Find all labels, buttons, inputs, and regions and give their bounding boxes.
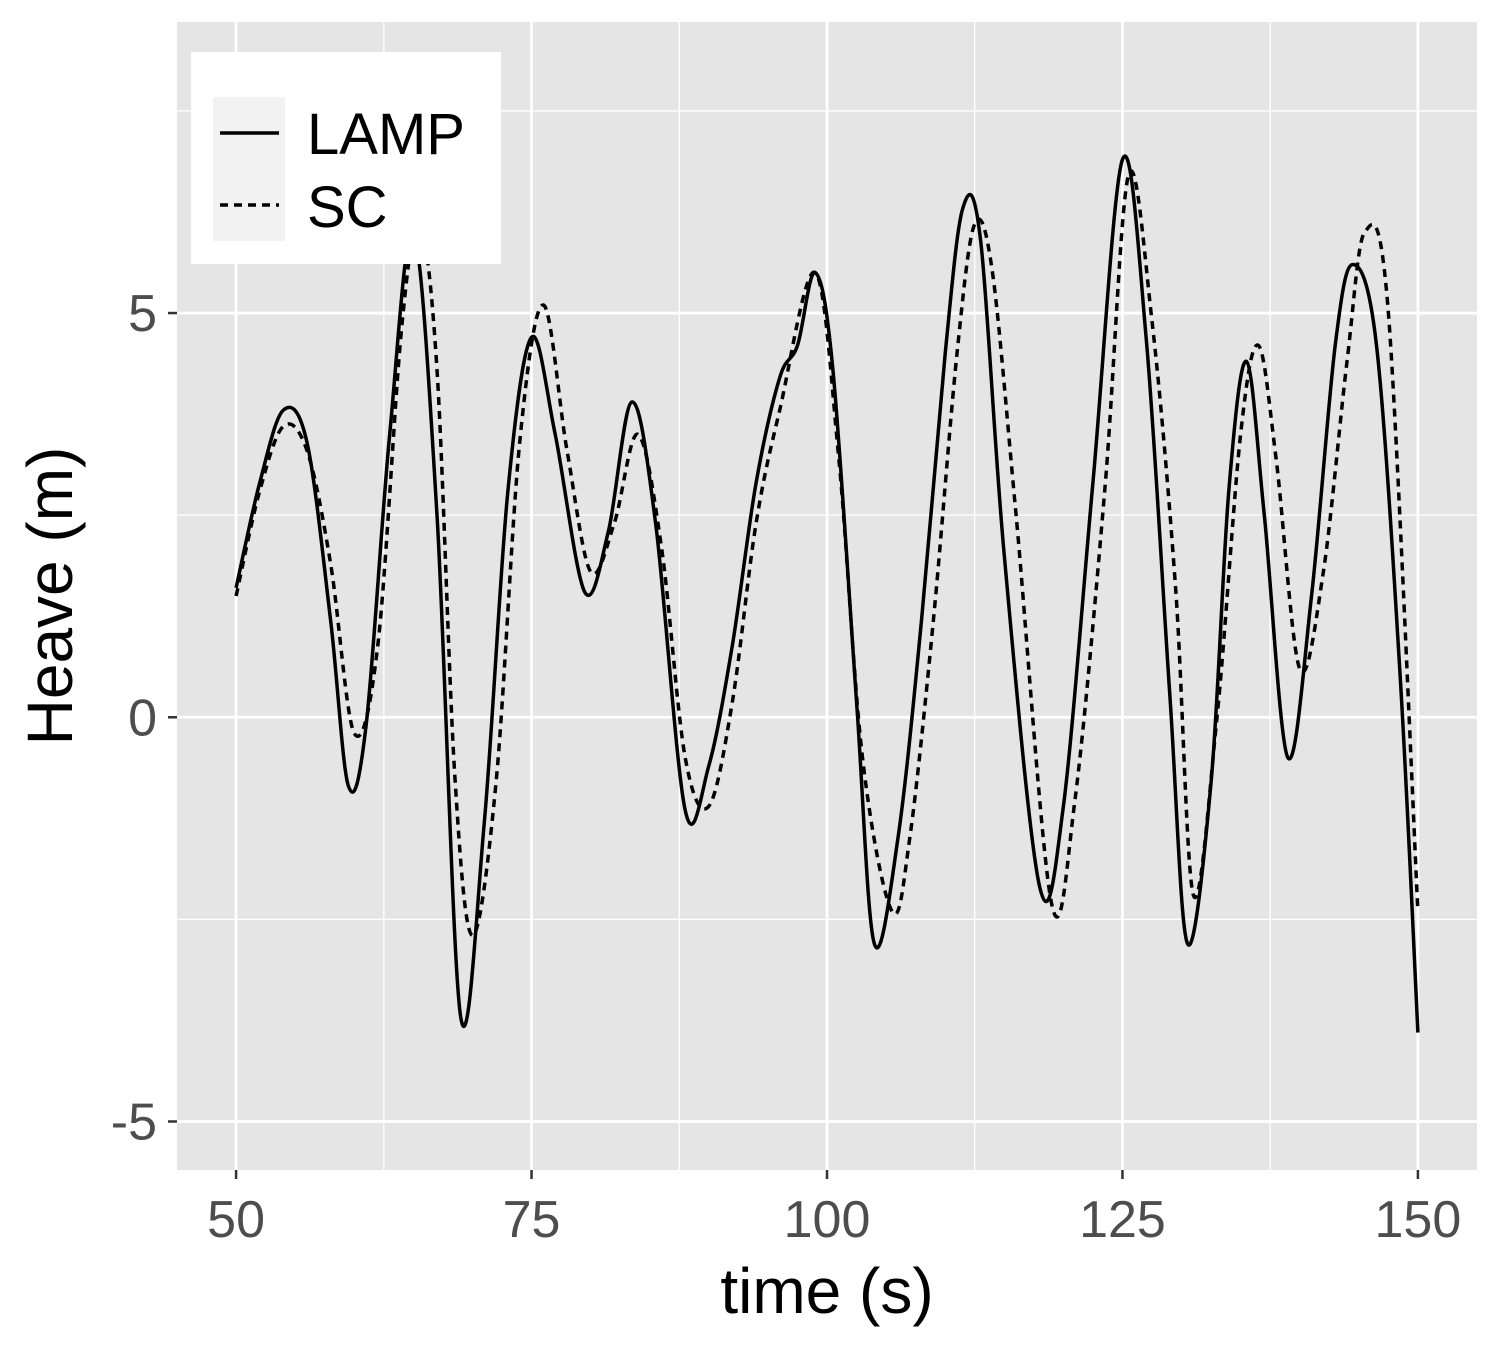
series-line-lamp (234, 154, 1420, 1033)
legend-key-background (213, 97, 285, 241)
y-axis-ticks: -5 0 5 (111, 285, 177, 1151)
x-axis-ticks: 50 75 100 125 150 (207, 1170, 1461, 1249)
series-line-sc (234, 169, 1420, 938)
series-lines (234, 154, 1420, 1033)
x-tick-label: 100 (784, 1191, 871, 1249)
legend: LAMP SC (191, 52, 501, 264)
y-tick-label: 0 (128, 689, 157, 747)
legend-label-sc: SC (307, 175, 388, 240)
y-tick-label: 5 (128, 285, 157, 343)
y-axis-title: Heave (m) (14, 447, 86, 746)
x-axis-title: time (s) (720, 1255, 933, 1327)
x-tick-label: 50 (207, 1191, 265, 1249)
y-tick-label: -5 (111, 1093, 157, 1151)
x-tick-label: 150 (1375, 1191, 1462, 1249)
x-tick-label: 75 (503, 1191, 561, 1249)
x-tick-label: 125 (1079, 1191, 1166, 1249)
legend-label-lamp: LAMP (307, 102, 465, 167)
